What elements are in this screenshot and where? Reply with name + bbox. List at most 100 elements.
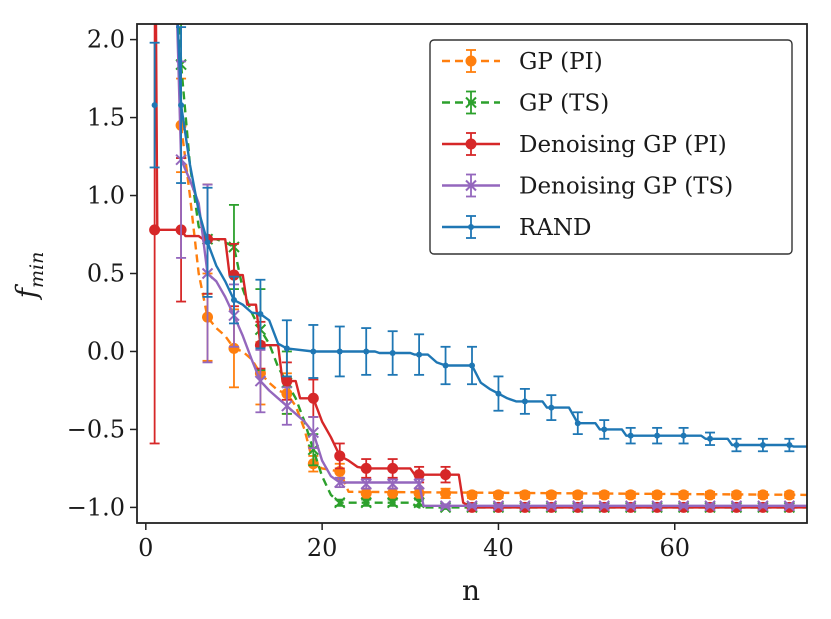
data-point — [413, 478, 425, 490]
data-point — [651, 489, 663, 501]
data-point-stroke — [334, 497, 346, 509]
data-point-stroke — [360, 478, 372, 490]
data-point — [360, 462, 372, 474]
legend: GP (PI) GP (TS) Denoising GP (PI) Denoising… — [429, 39, 793, 255]
data-point — [704, 489, 716, 501]
data-point — [281, 375, 293, 387]
data-point-stroke — [492, 500, 505, 512]
y-tick-label: 0.5 — [87, 260, 125, 288]
data-point — [151, 102, 158, 109]
data-point-stroke — [334, 476, 346, 489]
data-point — [598, 500, 610, 512]
data-point — [730, 500, 743, 512]
legend-marker — [465, 138, 477, 150]
plot-area — [149, 24, 807, 514]
data-point — [625, 489, 637, 501]
data-point — [492, 489, 504, 501]
data-point-stroke — [730, 500, 743, 512]
y-tick-label: −1.0 — [67, 493, 125, 521]
data-point — [572, 500, 584, 512]
data-point — [783, 489, 795, 501]
x-tick-label: 40 — [483, 534, 514, 562]
data-point — [707, 435, 714, 442]
data-point — [387, 462, 399, 474]
data-point — [360, 487, 372, 499]
data-point — [307, 426, 320, 439]
data-point — [466, 500, 478, 512]
y-tick-label: 0.0 — [87, 337, 125, 365]
x-tick-label: 20 — [307, 534, 338, 562]
data-point — [680, 432, 687, 439]
series-rand — [149, 24, 807, 453]
data-point — [334, 497, 346, 509]
data-point — [572, 489, 584, 501]
data-point-stroke — [598, 500, 610, 512]
legend-box — [429, 39, 793, 255]
legend-label: GP (PI) — [519, 49, 603, 75]
data-point — [413, 469, 425, 481]
data-point-stroke — [466, 500, 478, 512]
data-point — [386, 478, 399, 490]
data-point-stroke — [254, 375, 267, 387]
data-point — [228, 269, 240, 281]
legend-marker — [465, 179, 477, 192]
legend-label: Denoising GP (TS) — [519, 174, 733, 200]
data-point — [439, 500, 452, 512]
x-axis-label: n — [462, 574, 480, 607]
data-point — [783, 500, 796, 512]
data-point-stroke — [624, 500, 637, 512]
data-point — [519, 489, 531, 501]
data-point — [440, 469, 452, 481]
data-point-stroke — [281, 400, 293, 412]
data-point — [759, 442, 766, 449]
data-point — [469, 362, 475, 369]
data-point — [334, 476, 346, 489]
data-point — [574, 420, 581, 427]
data-point — [627, 432, 634, 439]
data-point — [678, 489, 690, 501]
legend-label: Denoising GP (PI) — [519, 132, 727, 158]
data-point-stroke — [519, 500, 531, 512]
series-line-denoising-gp-ts — [176, 24, 807, 507]
data-point — [283, 345, 290, 352]
data-point — [307, 392, 319, 404]
data-point — [492, 500, 505, 512]
data-point — [310, 348, 317, 355]
data-point-stroke — [413, 478, 425, 490]
data-point — [360, 478, 372, 490]
data-point-stroke — [386, 497, 399, 509]
data-point-stroke — [677, 500, 690, 512]
data-point — [386, 497, 399, 509]
legend-label: RAND — [519, 215, 592, 241]
data-point — [654, 432, 661, 439]
legend-marker-stroke — [465, 179, 477, 192]
data-point — [786, 442, 793, 449]
legend-item-denoising-gp-ts: Denoising GP (TS) — [442, 174, 733, 200]
legend-item-denoising-gp-pi: Denoising GP (PI) — [442, 132, 727, 158]
series-line-denoising-gp-pi — [154, 24, 807, 509]
data-point — [360, 497, 372, 509]
data-point-stroke — [386, 478, 399, 490]
data-point-stroke — [545, 500, 558, 512]
data-point — [254, 375, 267, 387]
data-point — [651, 500, 663, 512]
legend-item-rand: RAND — [442, 215, 592, 241]
data-point-stroke — [783, 500, 796, 512]
data-point — [389, 350, 396, 357]
legend-marker — [465, 96, 477, 109]
data-point — [149, 224, 161, 236]
data-point — [704, 500, 716, 512]
data-point — [334, 450, 346, 462]
data-point — [387, 487, 399, 499]
data-point — [545, 500, 558, 512]
data-point — [548, 404, 555, 411]
legend-marker-stroke — [465, 96, 477, 109]
legend-label: GP (TS) — [519, 91, 609, 117]
data-point — [624, 500, 637, 512]
legend-item-gp-ts: GP (TS) — [442, 91, 609, 117]
data-point — [601, 426, 608, 433]
data-point — [442, 362, 449, 369]
legend-marker — [468, 224, 474, 230]
legend-item-gp-pi: GP (PI) — [442, 49, 603, 75]
